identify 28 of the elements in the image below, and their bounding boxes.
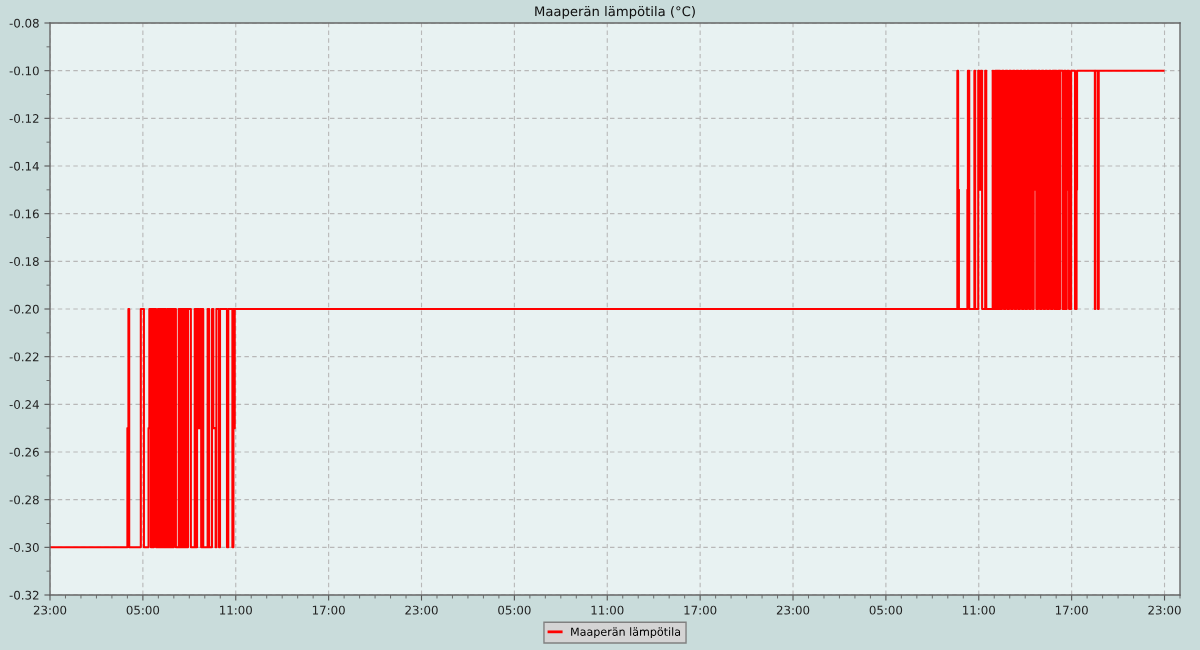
x-tick-label: 11:00 [963, 605, 995, 615]
y-tick-label: -0.08 [9, 18, 39, 28]
x-tick-label: 11:00 [591, 605, 624, 615]
y-tick-label: -0.24 [9, 400, 39, 409]
y-tick-label: -0.28 [9, 495, 39, 505]
x-tick-label: 23:00 [1148, 605, 1181, 615]
y-tick-label: -0.26 [9, 447, 39, 457]
y-tick-label: -0.12 [9, 114, 39, 123]
y-tick-label: -0.30 [9, 543, 39, 552]
x-tick-label: 05:00 [498, 605, 531, 615]
x-tick-label: 23:00 [405, 605, 438, 615]
x-tick-label: 23:00 [33, 605, 67, 615]
x-tick-label: 17:00 [684, 605, 717, 615]
x-tick-label: 17:00 [312, 605, 345, 615]
x-tick-label: 05:00 [869, 605, 903, 615]
y-tick-label: -0.16 [9, 209, 39, 219]
y-tick-label: -0.22 [9, 352, 39, 362]
legend-label: Maaperän lämpötila [571, 627, 681, 639]
y-tick-label: -0.18 [9, 257, 39, 266]
x-tick-label: 11:00 [220, 605, 252, 615]
x-tick-label: 05:00 [126, 605, 160, 615]
y-tick-label: -0.20 [9, 304, 39, 314]
x-tick-label: 23:00 [776, 605, 810, 615]
y-tick-label: -0.10 [9, 66, 39, 76]
x-tick-label: 17:00 [1055, 605, 1088, 615]
chart-title: Maaperän lämpötila (°C) [535, 6, 695, 19]
y-tick-label: -0.14 [9, 161, 39, 171]
y-tick-label: -0.32 [9, 590, 39, 600]
